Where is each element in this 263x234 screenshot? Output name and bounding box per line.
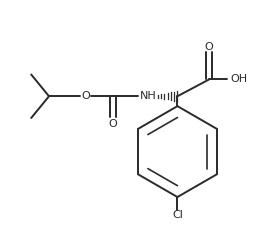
Text: O: O — [81, 91, 90, 101]
Text: NH: NH — [139, 91, 156, 101]
Text: Cl: Cl — [172, 210, 183, 220]
Text: OH: OH — [230, 74, 247, 84]
Text: O: O — [205, 42, 214, 52]
Text: O: O — [109, 119, 118, 129]
